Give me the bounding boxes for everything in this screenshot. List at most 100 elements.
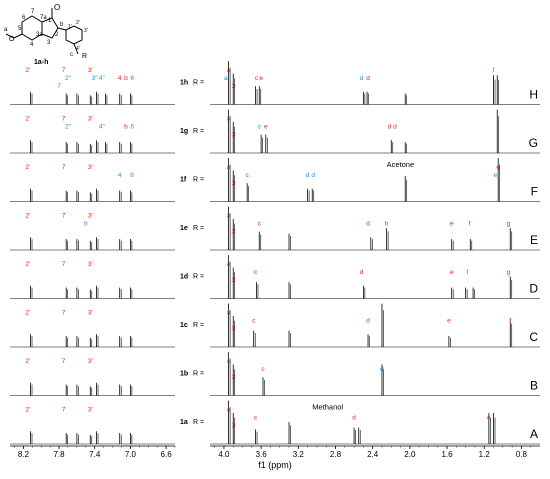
peak-label: 2' [25, 261, 30, 268]
peak-label: c [254, 269, 258, 276]
x-axis: 8.2 7.8 7.4 7.0 6.6 4.0 3.6 3.2 2.8 2.4 2.0 1.6 1.2 0… [10, 445, 540, 459]
peak-label: e [447, 318, 451, 325]
spectrum-B: 2' 7 3' a 3 c d B 1b R = [10, 352, 540, 396]
atom-label: c [70, 52, 73, 58]
spectrum-letter: D [529, 282, 538, 296]
spectrum-letter: F [531, 185, 538, 199]
peak-label: 3 [231, 132, 235, 139]
peak-label: 7 [62, 213, 66, 220]
peak-label: e [496, 164, 500, 171]
peak-label: d [393, 124, 397, 131]
peak-label: a [227, 310, 231, 317]
peak-label: c [252, 318, 256, 325]
spectrum-letter: C [529, 330, 538, 344]
peak-label: f [509, 318, 511, 325]
atom-label: O [54, 3, 60, 12]
compound-label: 1a [180, 419, 188, 426]
r-group-label: R = [193, 419, 204, 426]
peak-label: d [360, 75, 364, 82]
spectrum-G: 2' 72" 3' 4" b 6 a 3 c e d d G 1g R = [10, 109, 540, 154]
tick-label: 4.0 [218, 450, 230, 459]
peak-label: c [261, 366, 265, 373]
peak-label: b [124, 124, 128, 131]
spectrum-E: 2' 7 b3' a 3 c d h e f g E 1e R = [10, 206, 540, 251]
r-group-label: R = [193, 322, 204, 329]
tick-label: 6.6 [161, 450, 173, 459]
tick-label: 0.8 [516, 450, 528, 459]
tick-label: 7.8 [53, 450, 65, 459]
atom-label: 5 [18, 26, 22, 32]
spectrum-A: 2' 7 3' a 3 c d e A 1a R = Methanol [10, 400, 540, 445]
atom-label: b [60, 22, 64, 28]
spectrum-F: 2' 7 3' 4 6 a 3 c d d ee F 1f R = Acetone [10, 158, 540, 202]
peak-label: 2' [25, 67, 30, 74]
atom-label: 4 [30, 42, 34, 48]
atom-label: 6 [22, 15, 26, 21]
peak-label: a [227, 67, 231, 74]
atom-label: R [82, 53, 87, 60]
peak-label: d [306, 172, 310, 179]
atom-label: 2 [55, 32, 59, 38]
peak-label: e [259, 75, 263, 82]
peak-label: 4" [99, 75, 106, 82]
peak-label: e [264, 124, 268, 131]
peak-label: 2' [25, 310, 30, 317]
peak-label: d [366, 221, 370, 228]
tick-label: 3.6 [256, 450, 268, 459]
peak-label: a [227, 358, 231, 365]
compound-label: 1c [180, 322, 188, 329]
peak-label: 6 [130, 75, 134, 82]
peak-label: 3 [231, 326, 235, 333]
tick-label: 7.4 [89, 450, 101, 459]
atom-label: 4' [76, 46, 80, 52]
peak-label: e [487, 415, 491, 422]
peak-label: 7 [62, 407, 66, 414]
peak-label: 7 [62, 261, 66, 268]
compound-label: 1h [180, 80, 188, 87]
peak-label: a [227, 116, 231, 123]
peak-label: f [468, 221, 470, 228]
peak-label: 7 [62, 358, 66, 365]
peak-label: a [227, 213, 231, 220]
peak-label: 3' [88, 407, 93, 414]
peak-label: d [352, 415, 356, 422]
solvent-annotation: Acetone [387, 160, 415, 169]
r-group-label: R = [193, 225, 204, 232]
tick-label: 2.8 [330, 450, 342, 459]
peak-label: 7 [62, 164, 66, 171]
peak-label: 3 [231, 423, 235, 430]
r-group-label: R = [193, 274, 204, 281]
peak-label: 2" [65, 124, 72, 131]
atom-label: 1 [48, 18, 52, 24]
peak-label: b [84, 221, 88, 228]
peak-label: a [227, 261, 231, 268]
peak-label: a [227, 164, 231, 171]
peak-label: f [493, 67, 495, 74]
r-group-label: R = [193, 128, 204, 135]
spectrum-letter: B [530, 379, 538, 393]
compound-label: 1e [180, 225, 188, 232]
spectrum-letter: E [530, 233, 538, 247]
atom-label: 2' [76, 20, 80, 26]
chemical-structure: O a O 5 6 7 7a 1 2 3 3a 4 b 1' 2' 3' 4' … [4, 3, 88, 66]
atom-label: 3' [84, 28, 88, 34]
tick-label: 2.0 [404, 450, 416, 459]
peak-label: 3" [92, 75, 99, 82]
peak-label: c [254, 415, 258, 422]
peak-label: f [467, 269, 469, 276]
peak-label: 4" [99, 124, 106, 131]
atom-label: 7 [31, 9, 35, 15]
atom-label: 3a [36, 32, 43, 38]
peak-label: 2' [25, 116, 30, 123]
peak-label: g [507, 269, 511, 276]
peak-label: 3 [231, 180, 235, 187]
peak-label: 4 [118, 75, 122, 82]
peak-label: 7 [57, 83, 61, 90]
peak-label: d [311, 172, 315, 179]
peak-label: c [258, 124, 262, 131]
peak-label: a [227, 407, 231, 414]
peak-label: 3' [88, 310, 93, 317]
